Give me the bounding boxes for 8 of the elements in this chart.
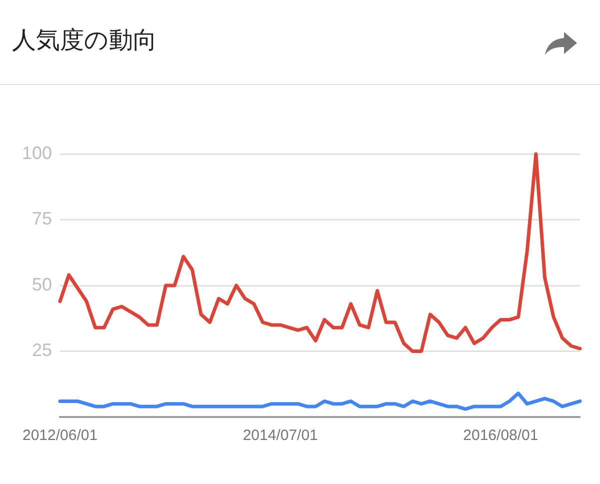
y-tick-label: 25 <box>32 340 52 360</box>
y-tick-label: 50 <box>32 274 52 294</box>
x-tick-label: 2012/06/01 <box>22 427 98 444</box>
x-tick-label: 2016/08/01 <box>463 427 538 444</box>
chart-title: 人気度の動向 <box>12 25 157 56</box>
x-tick-label: 2014/07/01 <box>242 427 318 444</box>
y-tick-label: 100 <box>22 142 52 163</box>
y-tick-label: 75 <box>32 208 52 229</box>
